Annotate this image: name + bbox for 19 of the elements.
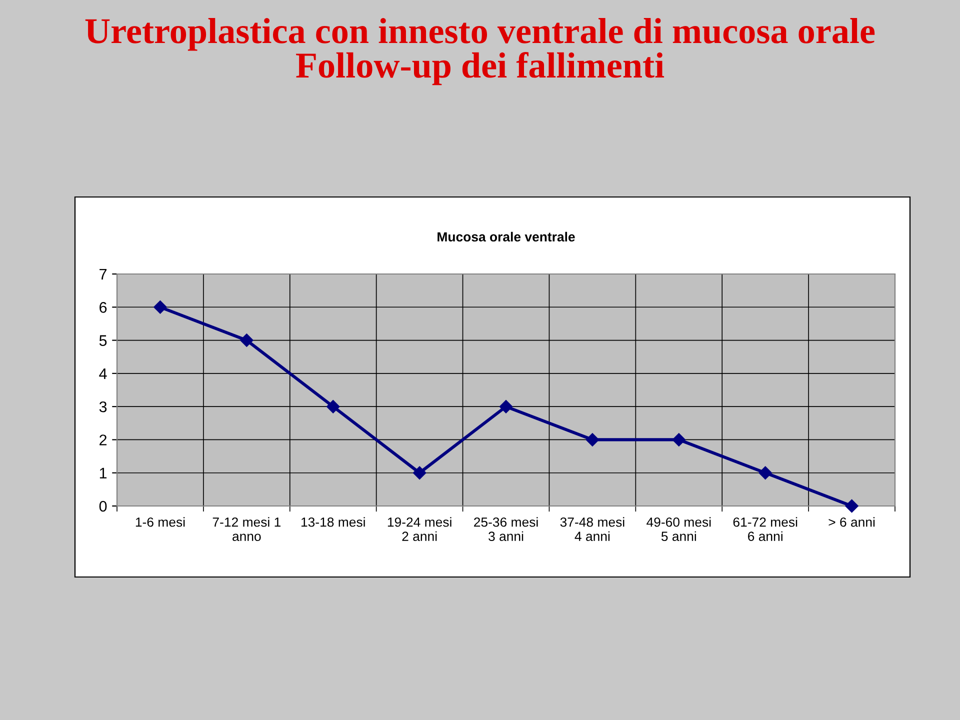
y-tick-label: 4	[99, 368, 107, 379]
x-tick-label: 7-12 mesi 1 anno	[212, 517, 280, 542]
x-tick-label: 1-6 mesi	[136, 517, 185, 527]
y-tick-label: 3	[99, 401, 107, 412]
x-tick-label: > 6 anni	[828, 517, 875, 527]
x-tick-label: 25-36 mesi 3 anni	[474, 517, 538, 542]
x-tick-label: 61-72 mesi 6 anni	[733, 517, 798, 542]
x-tick-label: 37-48 mesi 4 anni	[560, 517, 624, 542]
y-tick-label: 0	[99, 500, 107, 512]
y-tick-label: 7	[100, 269, 107, 280]
chart-title: Mucosa orale ventrale	[438, 232, 575, 242]
y-tick-label: 1	[100, 468, 107, 478]
y-tick-label: 5	[99, 335, 107, 346]
x-tick-label: 19-24 mesi 2 anni	[388, 517, 452, 542]
x-tick-label: 13-18 mesi	[301, 517, 365, 527]
y-tick-label: 6	[100, 302, 107, 313]
x-tick-label: 49-60 mesi 5 anni	[646, 517, 711, 542]
y-tick-label: 2	[100, 434, 107, 446]
text: Uretroplastica con innesto ventrale di mucosa orale Follow-up dei fallimenti	[85, 18, 875, 86]
